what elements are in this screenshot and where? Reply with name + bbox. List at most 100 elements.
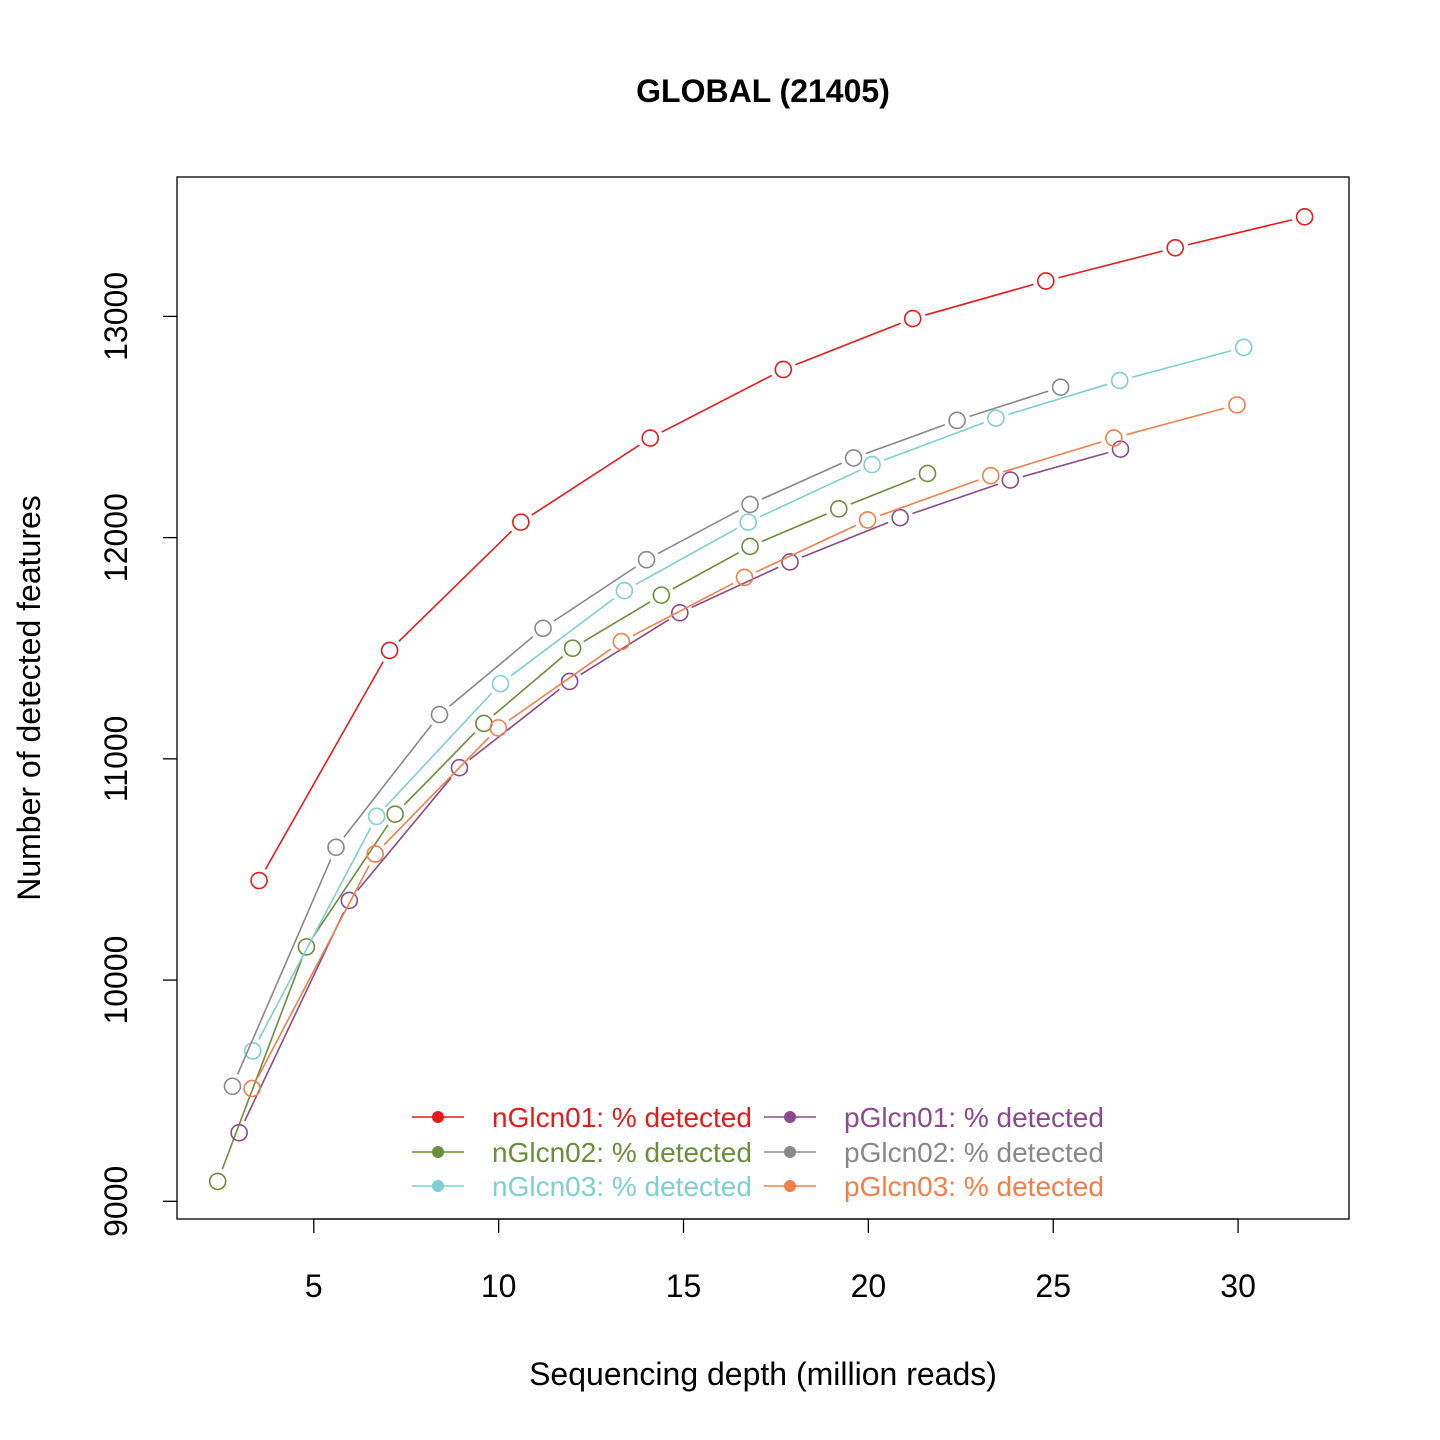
data-point xyxy=(612,632,631,651)
series-line-segment xyxy=(508,648,612,722)
chart-title: GLOBAL (21405) xyxy=(636,73,890,109)
legend-item: pGlcn03: % detected xyxy=(764,1171,1104,1202)
x-tick-label: 30 xyxy=(1220,1268,1256,1304)
series-line-segment xyxy=(221,958,303,1170)
series-line-segment xyxy=(1008,383,1108,416)
data-point xyxy=(1051,378,1070,396)
series-line-segment xyxy=(632,582,734,637)
series-line-segment xyxy=(661,374,773,433)
series-line-segment xyxy=(925,283,1034,316)
series-line-segment xyxy=(1126,407,1225,436)
series xyxy=(243,396,1246,1098)
data-point xyxy=(1105,429,1123,447)
data-point xyxy=(844,449,863,467)
legend-item: pGlcn02: % detected xyxy=(764,1137,1104,1168)
data-point xyxy=(243,1042,262,1060)
data-point xyxy=(863,455,881,474)
x-tick-label: 15 xyxy=(666,1268,702,1304)
series-layer xyxy=(208,208,1314,1191)
data-point xyxy=(450,758,469,777)
legend-swatch-dot xyxy=(432,1111,444,1123)
y-tick-label: 10000 xyxy=(98,936,134,1025)
data-point xyxy=(534,619,552,638)
y-axis-label: Number of detected features xyxy=(11,495,47,901)
legend-label: nGlcn02: % detected xyxy=(492,1137,752,1168)
data-point xyxy=(475,714,493,733)
series-line-segment xyxy=(657,509,739,555)
y-tick-label: 12000 xyxy=(98,493,134,582)
series-line-segment xyxy=(1058,250,1163,279)
data-point xyxy=(903,309,922,328)
series-line-segment xyxy=(403,732,476,806)
data-point xyxy=(987,409,1005,427)
series xyxy=(223,378,1070,1096)
legend-swatch-dot xyxy=(432,1146,444,1158)
data-point xyxy=(367,807,386,826)
legend-item: nGlcn01: % detected xyxy=(412,1102,752,1133)
series-line-segment xyxy=(801,521,889,558)
data-point xyxy=(230,1123,248,1142)
series-line-segment xyxy=(343,724,433,838)
data-point xyxy=(1166,238,1185,257)
data-point xyxy=(829,500,848,518)
data-point xyxy=(1228,396,1246,414)
series-line-segment xyxy=(969,390,1049,418)
data-point xyxy=(781,553,799,571)
data-point xyxy=(1110,371,1129,390)
series-line-segment xyxy=(883,421,985,461)
series-line-segment xyxy=(384,692,493,808)
data-point xyxy=(637,550,656,569)
series-line-segment xyxy=(1002,441,1102,473)
series-line-segment xyxy=(691,566,779,609)
series xyxy=(243,338,1253,1060)
series-line-segment xyxy=(865,424,946,455)
series-line-segment xyxy=(510,597,615,677)
series xyxy=(230,440,1130,1142)
series-line-segment xyxy=(879,479,979,517)
series-line-segment xyxy=(635,527,738,586)
series-line-segment xyxy=(257,865,370,1078)
data-point xyxy=(671,604,689,622)
legend-item: nGlcn02: % detected xyxy=(412,1137,752,1168)
series-line-segment xyxy=(583,601,651,643)
data-point xyxy=(891,508,909,527)
data-point xyxy=(918,464,937,483)
data-point xyxy=(739,513,758,531)
data-point xyxy=(858,511,877,529)
series-line-segment xyxy=(493,656,564,716)
data-point xyxy=(615,581,634,600)
series xyxy=(208,464,937,1191)
data-point xyxy=(641,429,660,447)
data-point xyxy=(430,705,449,724)
series-line-segment xyxy=(1132,349,1232,378)
data-point xyxy=(948,411,966,430)
legend-swatch-dot xyxy=(784,1111,796,1123)
series-line-segment xyxy=(236,858,332,1075)
series-line-segment xyxy=(580,619,670,676)
legend-label: pGlcn03: % detected xyxy=(844,1171,1104,1202)
series-line-segment xyxy=(258,827,372,1040)
data-point xyxy=(1295,208,1314,226)
legend: nGlcn01: % detected nGlcn02: % detectednG… xyxy=(412,1102,1104,1202)
series-line-segment xyxy=(761,462,843,500)
plot-frame xyxy=(176,176,1350,1220)
x-axis-label: Sequencing depth (million reads) xyxy=(529,1356,997,1392)
data-point xyxy=(652,586,671,604)
legend-item: nGlcn03: % detected xyxy=(412,1171,752,1202)
x-tick-label: 20 xyxy=(851,1268,887,1304)
series-line-segment xyxy=(264,661,384,870)
legend-label: pGlcn02: % detected xyxy=(844,1137,1104,1168)
data-point xyxy=(1001,471,1020,489)
series-line-segment xyxy=(912,483,999,515)
legend-swatch-dot xyxy=(432,1180,444,1192)
data-point xyxy=(563,639,582,658)
y-tick-label: 9000 xyxy=(98,1166,134,1237)
data-point xyxy=(243,1079,261,1098)
data-point xyxy=(1234,338,1253,357)
series-line-segment xyxy=(795,322,901,366)
data-point xyxy=(340,891,359,910)
series-line-segment xyxy=(1187,219,1293,246)
data-point xyxy=(327,838,345,857)
data-point xyxy=(250,871,268,890)
